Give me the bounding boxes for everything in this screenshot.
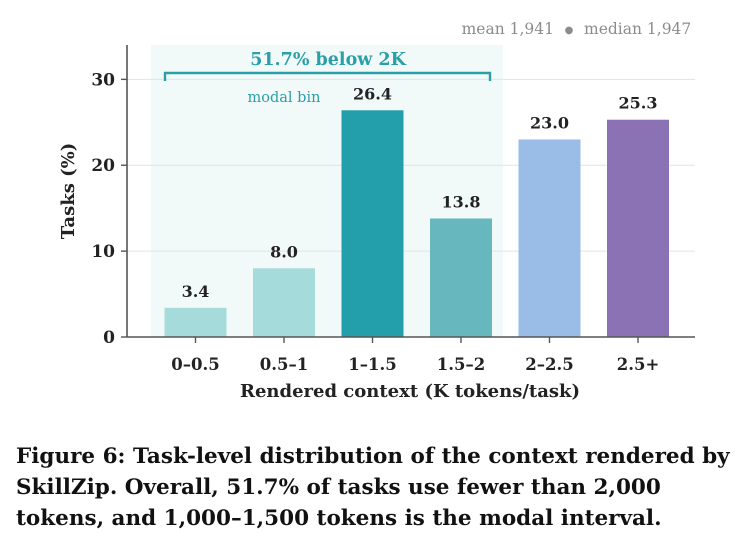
gridlines <box>127 78 695 252</box>
bar-value-label: 23.0 <box>530 113 569 132</box>
bar <box>518 139 581 337</box>
y-tick-label: 0 <box>103 328 115 348</box>
y-ticks: 0 10 20 30 <box>91 70 127 348</box>
bar-value-label: 26.4 <box>353 84 392 103</box>
bar <box>164 307 227 337</box>
bar-value-label: 8.0 <box>270 242 298 261</box>
bar-value-label: 3.4 <box>182 282 210 301</box>
x-tick-label: 2–2.5 <box>525 355 573 374</box>
bar <box>253 268 315 337</box>
mean-stat: mean 1,941 <box>462 20 554 38</box>
bar <box>341 110 404 337</box>
bar <box>430 218 492 337</box>
bars <box>164 110 669 337</box>
y-axis-label: Tasks (%) <box>58 143 79 239</box>
figure-caption: Figure 6: Task-level distribution of the… <box>16 444 730 531</box>
x-tick-label: 1–1.5 <box>348 355 396 374</box>
x-tick-label: 0–0.5 <box>171 355 219 374</box>
x-axis-label: Rendered context (K tokens/task) <box>240 381 580 402</box>
stat-separator-icon: ● <box>565 25 574 36</box>
median-stat: median 1,947 <box>584 20 691 38</box>
below-2k-bracket <box>163 71 492 81</box>
bar <box>607 119 669 337</box>
x-tick-label: 1.5–2 <box>437 355 485 374</box>
y-tick-label: 20 <box>91 156 115 176</box>
x-ticks: 0–0.5 0.5–1 1–1.5 1.5–2 2–2.5 2.5+ <box>171 337 659 374</box>
y-tick-label: 10 <box>91 242 115 262</box>
chart: 3.4 8.0 26.4 13.8 23.0 25.3 0 10 20 30 0–0.5 0.5–… <box>58 20 695 402</box>
modal-bin-label: modal bin <box>248 90 321 106</box>
x-tick-label: 0.5–1 <box>260 355 308 374</box>
bar-chart-svg: 3.4 8.0 26.4 13.8 23.0 25.3 0 10 20 30 0–0.5 0.5–… <box>58 20 695 402</box>
x-tick-label: 2.5+ <box>617 355 660 374</box>
bar-value-label: 13.8 <box>442 192 481 211</box>
below-2k-label: 51.7% below 2K <box>250 50 406 70</box>
value-labels: 3.4 8.0 26.4 13.8 23.0 25.3 <box>182 84 658 301</box>
y-tick-label: 30 <box>91 70 115 90</box>
bar-value-label: 25.3 <box>619 94 658 113</box>
